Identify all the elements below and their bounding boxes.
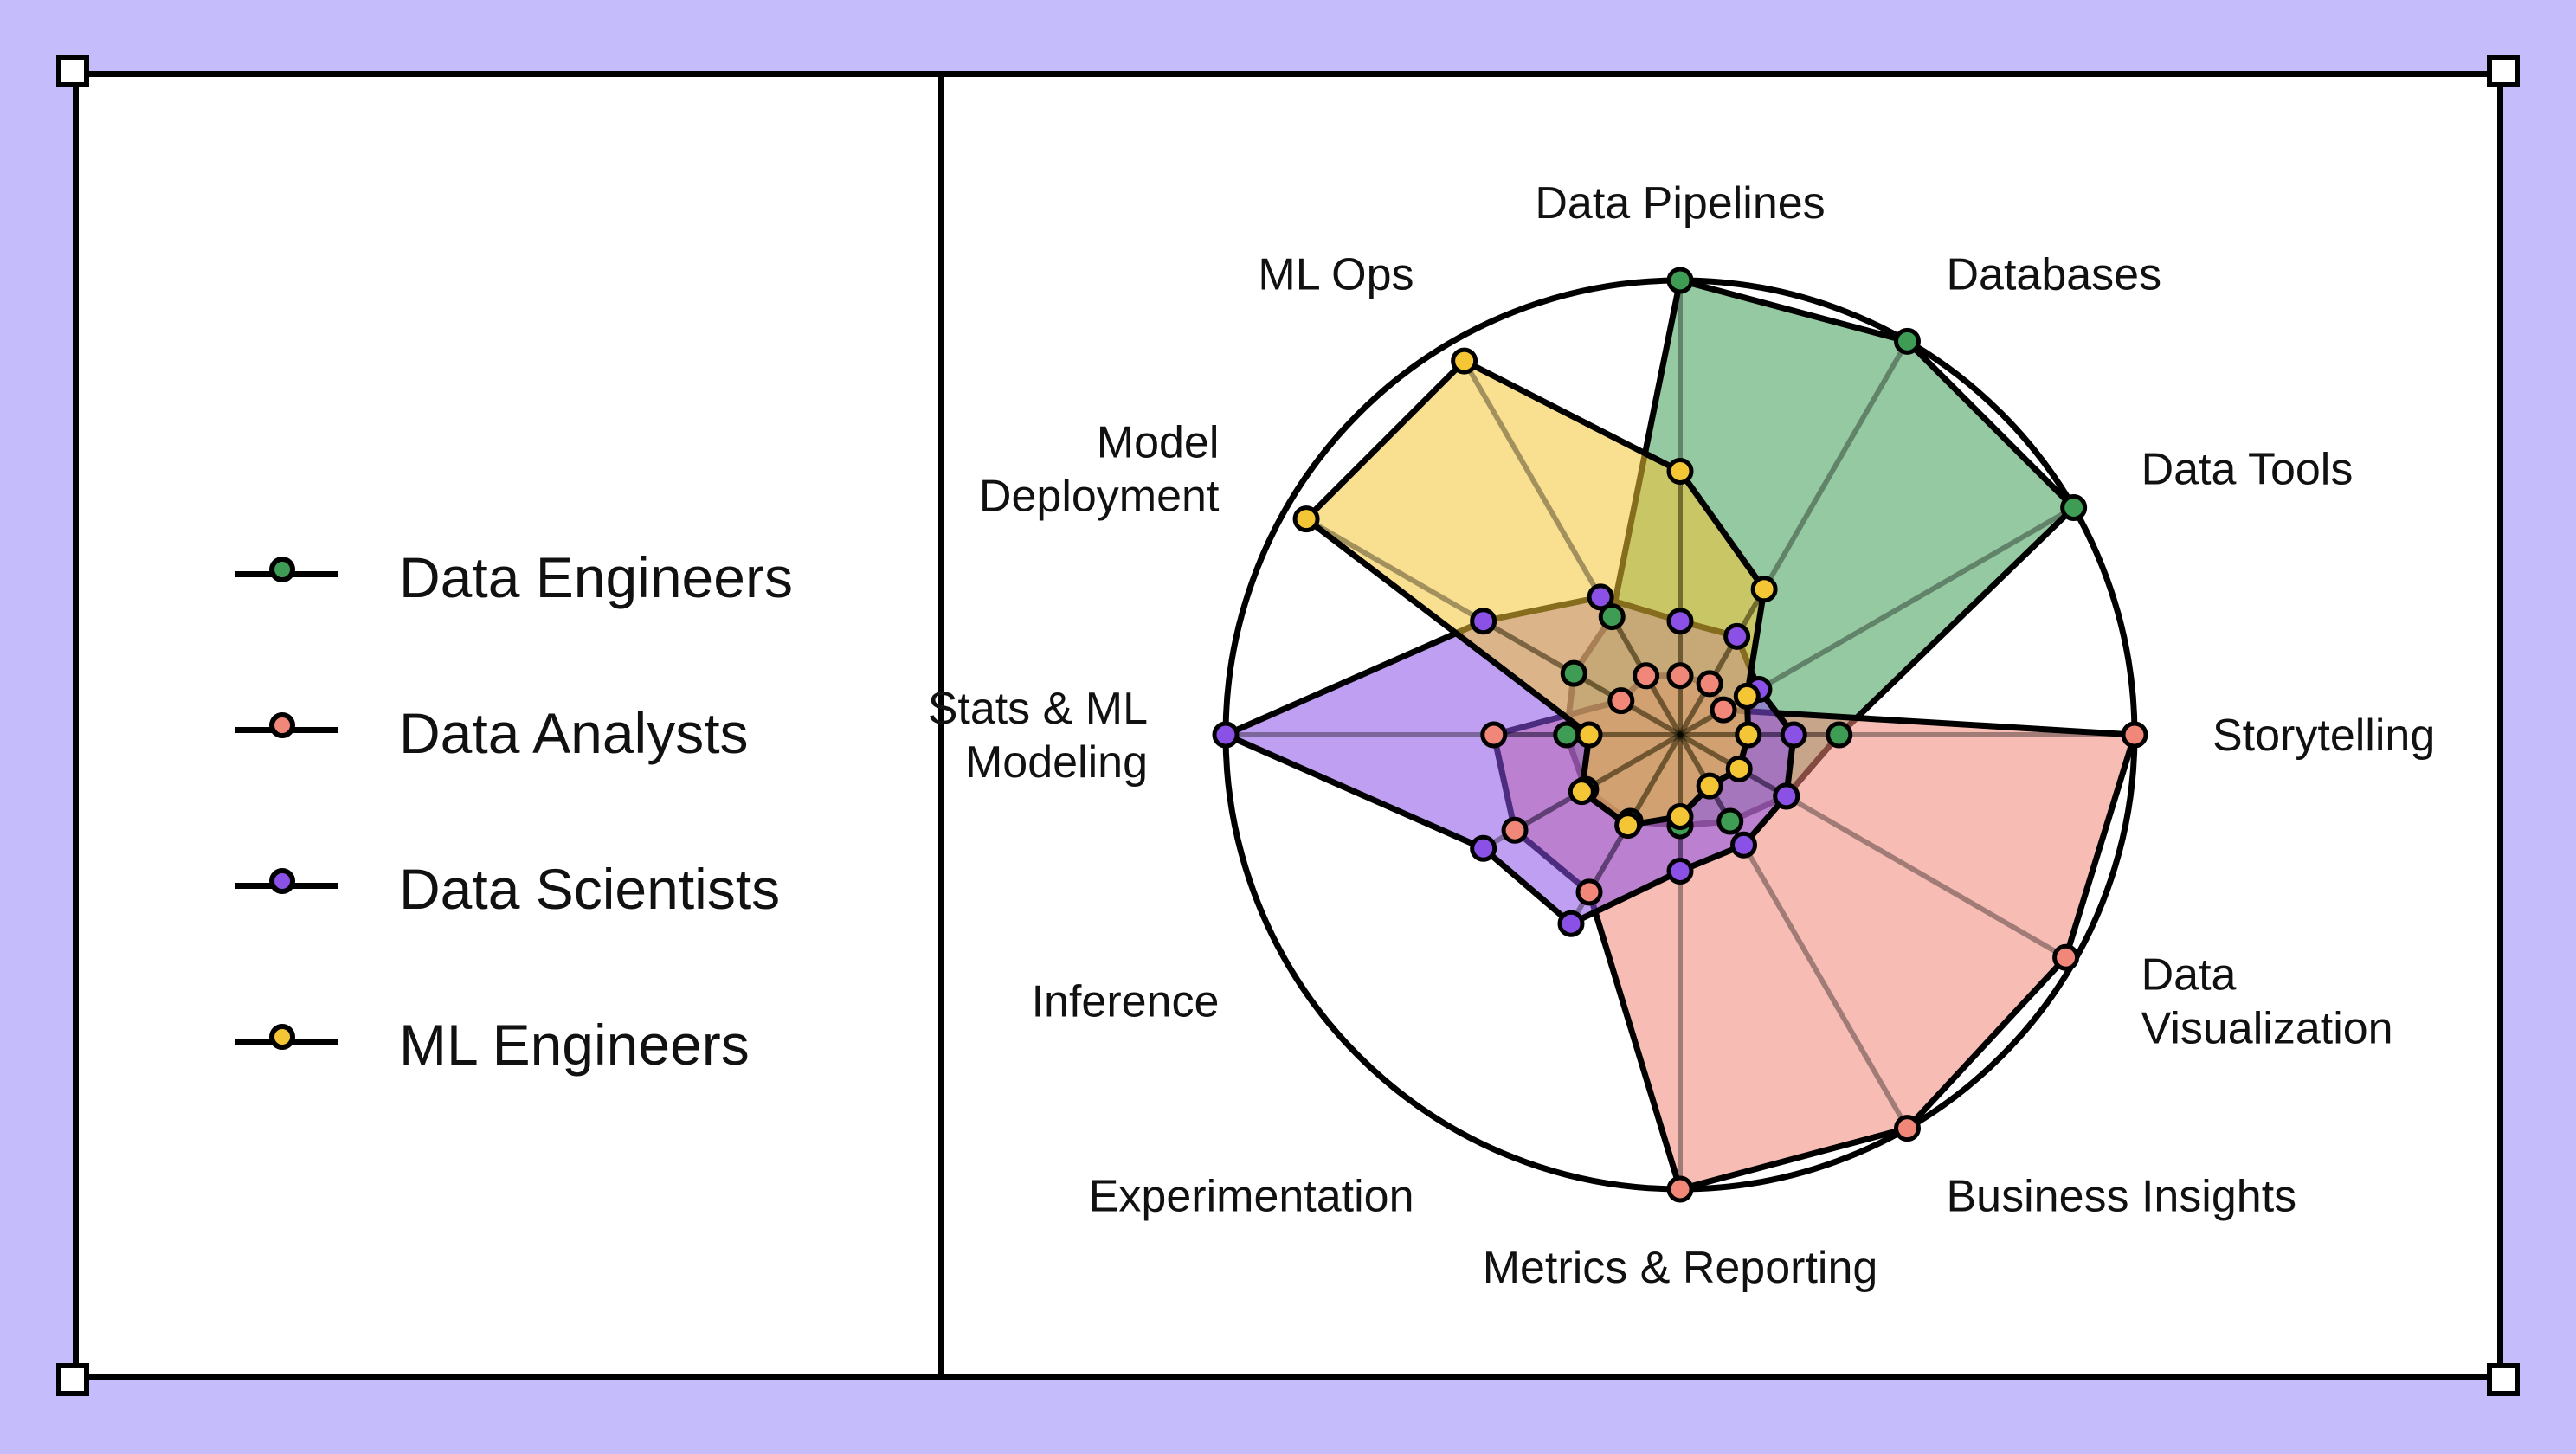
data-point-ml-engineers-data-pipelines [1666, 458, 1694, 485]
data-point-data-analysts-experimentation [1575, 878, 1603, 906]
data-point-data-analysts-business-insights [1894, 1115, 1921, 1142]
data-point-data-analysts-metrics-reporting [1666, 1175, 1694, 1203]
axis-label-experimentation: Experimentation [1089, 1172, 1414, 1222]
corner-handle-top-right[interactable] [2487, 55, 2520, 87]
data-point-data-engineers-business-insights [1716, 807, 1744, 835]
data-point-data-scientists-metrics-reporting [1666, 858, 1694, 885]
corner-handle-top-left[interactable] [56, 55, 89, 87]
axis-label-business-insights: Business Insights [1947, 1172, 2297, 1222]
data-point-data-engineers-ml-ops [1598, 603, 1626, 631]
data-point-data-scientists-storytelling [1780, 721, 1807, 749]
data-point-ml-engineers-metrics-reporting [1666, 803, 1694, 830]
data-point-ml-engineers-stats-ml-modeling [1575, 721, 1603, 749]
data-point-data-engineers-data-pipelines [1666, 267, 1694, 294]
data-point-data-engineers-storytelling [1826, 721, 1853, 749]
data-point-data-analysts-data-visualization [2052, 943, 2080, 971]
axis-label-stats-ml-modeling: Stats & ML Modeling [928, 684, 1148, 788]
data-point-data-scientists-databases [1723, 622, 1751, 650]
data-point-data-scientists-model-deployment [1470, 608, 1497, 635]
data-point-data-analysts-storytelling [2121, 721, 2148, 749]
data-point-data-analysts-ml-ops [1633, 662, 1660, 690]
data-point-ml-engineers-storytelling [1735, 721, 1762, 749]
radar-series-layer [1222, 277, 2138, 1193]
data-point-data-engineers-databases [1894, 327, 1921, 355]
data-point-ml-engineers-databases [1750, 576, 1778, 603]
data-point-data-analysts-stats-ml-modeling [1480, 721, 1508, 749]
radar-chart: Data Pipelines Databases Data Tools Storyte… [928, 178, 2436, 1293]
data-point-data-scientists-data-pipelines [1666, 608, 1694, 635]
data-point-ml-engineers-model-deployment [1292, 505, 1320, 533]
corner-handle-bottom-right[interactable] [2487, 1363, 2520, 1396]
axis-label-data-visualization: Data Visualization [2141, 950, 2393, 1054]
data-point-data-scientists-stats-ml-modeling [1212, 721, 1240, 749]
legend-marker [269, 868, 295, 894]
data-point-data-analysts-databases [1696, 670, 1723, 698]
corner-handle-bottom-left[interactable] [56, 1363, 89, 1396]
series-spoke [1580, 732, 1682, 795]
data-point-data-scientists-ml-ops [1587, 583, 1614, 611]
data-point-ml-engineers-inference [1568, 778, 1595, 806]
axis-label-inference: Inference [1032, 977, 1220, 1027]
data-point-data-scientists-business-insights [1730, 831, 1757, 859]
axis-label-ml-ops: ML Ops [1258, 249, 1414, 299]
radar-labels-layer: Data Pipelines Databases Data Tools Storyte… [928, 178, 2436, 1293]
data-point-data-analysts-data-tools [1710, 696, 1737, 724]
data-point-data-engineers-stats-ml-modeling [1553, 721, 1581, 749]
legend-marker [269, 712, 295, 738]
legend-marker [269, 557, 295, 582]
axis-label-storytelling: Storytelling [2212, 711, 2435, 761]
data-point-ml-engineers-ml-ops [1451, 347, 1478, 375]
axis-label-databases: Databases [1947, 249, 2162, 299]
data-point-data-scientists-experimentation [1557, 910, 1585, 937]
data-point-ml-engineers-data-tools [1733, 682, 1761, 710]
legend-label: ML Engineers [399, 1013, 750, 1077]
data-point-ml-engineers-data-visualization [1725, 755, 1753, 782]
data-point-data-analysts-data-pipelines [1666, 662, 1694, 690]
diagram-card: Data Engineers Data Analysts Data Scient… [73, 71, 2503, 1380]
series-spoke [1678, 588, 1767, 737]
legend-label: Data Engineers [399, 545, 793, 609]
legend-marker [269, 1024, 295, 1050]
axis-label-data-pipelines: Data Pipelines [1535, 178, 1825, 228]
axis-label-metrics-reporting: Metrics & Reporting [1483, 1243, 1878, 1293]
legend-label: Data Analysts [399, 701, 749, 765]
data-point-ml-engineers-business-insights [1696, 772, 1723, 800]
data-point-data-engineers-model-deployment [1560, 659, 1587, 687]
radar-points-layer [1212, 267, 2148, 1203]
data-point-data-analysts-inference [1501, 816, 1529, 844]
legend-label: Data Scientists [399, 857, 781, 921]
data-point-data-scientists-data-visualization [1773, 782, 1800, 810]
data-point-data-engineers-data-tools [2060, 494, 2088, 521]
panel-divider [938, 77, 944, 1374]
axis-label-data-tools: Data Tools [2141, 445, 2354, 495]
data-point-ml-engineers-experimentation [1614, 812, 1642, 840]
data-point-data-scientists-inference [1470, 834, 1497, 862]
axis-label-model-deployment: Model Deployment [979, 418, 1220, 522]
data-point-data-analysts-model-deployment [1607, 687, 1635, 715]
